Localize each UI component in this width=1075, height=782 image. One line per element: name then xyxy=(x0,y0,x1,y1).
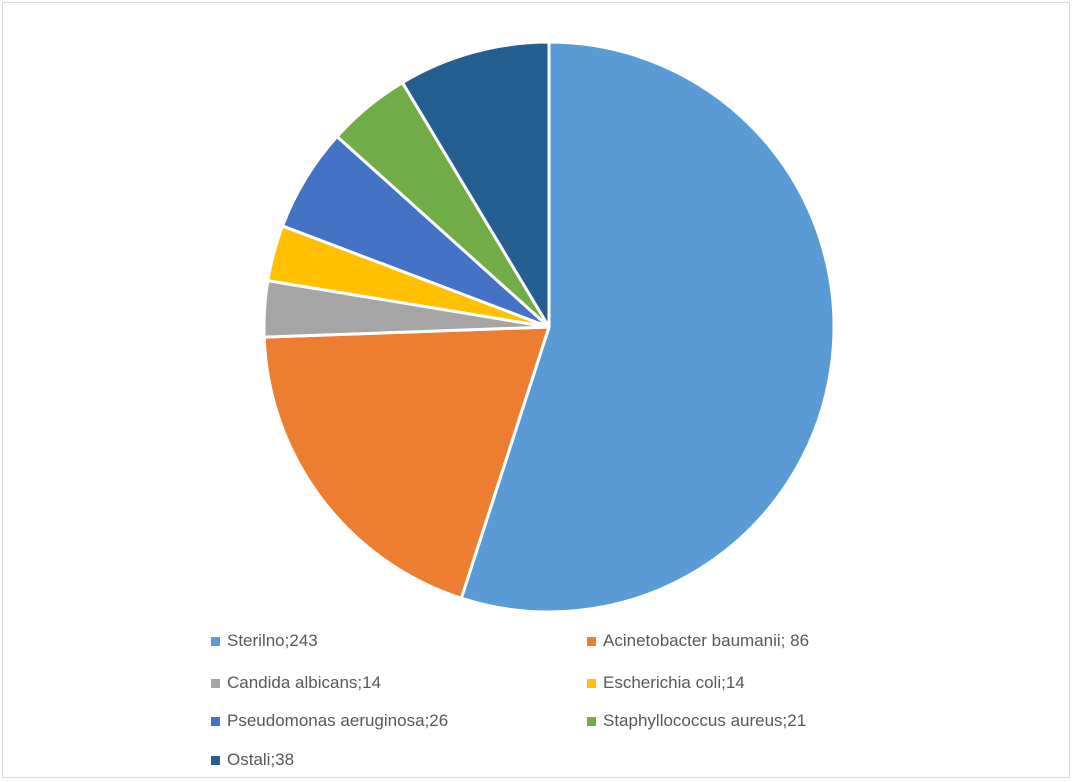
pie-slices xyxy=(262,40,836,614)
pie-slice-acinetobacter-baumanii xyxy=(262,325,551,600)
pie-chart xyxy=(262,40,836,614)
pie-slice-ostali xyxy=(400,40,551,329)
pie-slice-sterilno xyxy=(459,40,836,614)
